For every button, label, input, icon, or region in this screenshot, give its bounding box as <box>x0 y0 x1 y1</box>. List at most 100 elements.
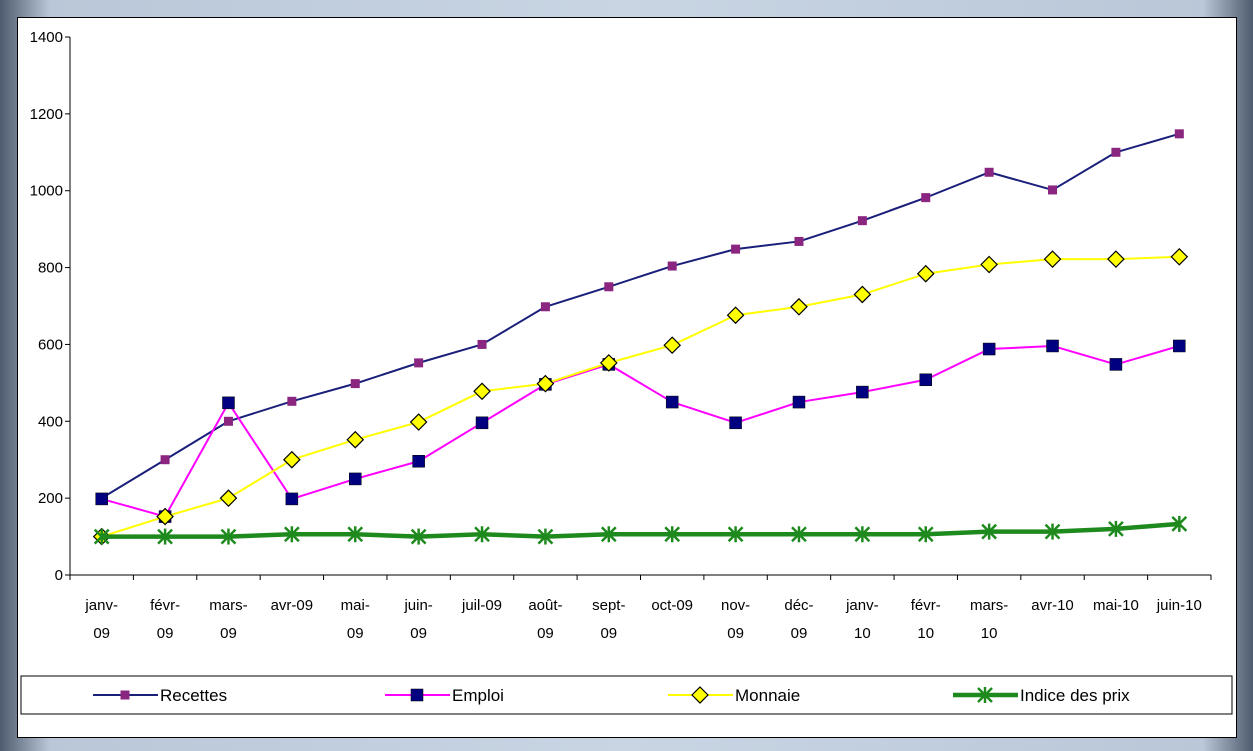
x-tick-label-line: oct-09 <box>651 597 693 614</box>
data-point <box>1111 147 1121 157</box>
data-point <box>792 395 806 409</box>
data-point <box>350 379 360 389</box>
data-point <box>981 523 998 540</box>
y-tick-label: 1200 <box>30 106 63 123</box>
data-point <box>414 358 424 368</box>
data-point <box>916 264 935 283</box>
data-point <box>1174 129 1184 139</box>
x-tick-label-line: 09 <box>600 625 617 642</box>
series-line <box>101 255 1180 538</box>
x-tick-label: mars- 10 <box>970 597 1008 642</box>
data-point <box>409 413 428 431</box>
data-point <box>1048 185 1058 195</box>
data-point <box>599 354 618 372</box>
data-point <box>349 472 362 486</box>
series-line <box>101 132 1180 499</box>
x-tick-label-line: févr- <box>911 597 941 614</box>
data-point <box>604 282 614 292</box>
data-point <box>473 382 491 401</box>
x-tick-label-line: 09 <box>220 625 237 642</box>
y-tick-label: 200 <box>38 490 63 507</box>
data-point <box>977 687 993 703</box>
data-point <box>790 297 808 316</box>
legend-box <box>20 675 1233 715</box>
x-tick-label-line: 09 <box>410 625 427 642</box>
x-tick-label-line: avr-10 <box>1031 597 1074 614</box>
line-chart: 0200400600800100012001400janv-09févr-09m… <box>20 29 1233 715</box>
data-point <box>1107 250 1125 268</box>
data-point <box>347 526 364 543</box>
data-point <box>283 526 300 543</box>
x-tick-label-line: juil-09 <box>461 597 502 614</box>
x-tick-label-line: avr-09 <box>271 597 314 614</box>
x-tick-label: juin- 09 <box>403 597 432 642</box>
x-tick-label: nov- 09 <box>721 597 750 642</box>
x-tick-label: avr-10 <box>1031 597 1074 614</box>
x-tick-label: mars- 09 <box>209 597 247 642</box>
x-tick-label: févr- 09 <box>150 597 180 642</box>
data-point <box>536 374 555 393</box>
data-point <box>980 255 998 274</box>
data-point <box>156 507 174 526</box>
data-point <box>346 430 365 449</box>
data-point <box>691 686 709 704</box>
x-tick-label-line: janv- <box>845 597 879 614</box>
x-tick-label-line: mars- <box>970 597 1008 614</box>
x-tick-label: janv- 10 <box>845 597 879 642</box>
legend-item: Emploi <box>385 686 504 705</box>
data-point <box>1173 339 1186 353</box>
data-point <box>921 193 931 203</box>
x-tick-label: déc- 09 <box>784 597 813 642</box>
x-tick-label-line: févr- <box>150 597 180 614</box>
data-point <box>791 526 807 543</box>
data-point <box>726 306 745 325</box>
data-point <box>919 373 932 387</box>
x-tick-label-line: 09 <box>93 625 110 642</box>
data-point <box>853 285 872 304</box>
data-point <box>854 526 871 543</box>
legend-label: Indice des prix <box>1020 686 1130 705</box>
data-point <box>1044 523 1061 540</box>
data-point <box>285 492 299 506</box>
series-line <box>101 344 1180 518</box>
x-tick-label-line: juin-10 <box>1156 597 1202 614</box>
data-point <box>794 236 804 246</box>
data-point <box>1171 515 1188 532</box>
legend-item: Indice des prix <box>953 686 1130 705</box>
data-point <box>1170 247 1189 266</box>
data-point <box>95 492 108 506</box>
data-point <box>727 526 744 543</box>
legend: Recettes Emploi Monnaie Indice des prix <box>20 675 1233 715</box>
data-point <box>984 167 994 177</box>
data-point <box>93 528 110 545</box>
data-point <box>474 526 490 543</box>
y-tick-label: 800 <box>38 260 63 277</box>
series-layer <box>92 129 1189 546</box>
x-tick-label: avr-09 <box>271 597 314 614</box>
x-tick-label-line: juin- <box>403 597 432 614</box>
data-point <box>412 455 425 468</box>
x-tick-label: janv- 09 <box>84 597 118 642</box>
x-tick-label-line: sept- <box>592 597 625 614</box>
axes: 0200400600800100012001400janv-09févr-09m… <box>30 29 1212 642</box>
legend-label: Monnaie <box>735 686 800 705</box>
data-point <box>222 396 235 410</box>
data-point <box>157 528 173 545</box>
data-point <box>120 690 130 700</box>
data-point <box>982 342 996 356</box>
data-point <box>665 395 679 409</box>
data-point <box>1108 520 1124 537</box>
data-point <box>664 526 681 543</box>
x-tick-label: mai- 09 <box>341 597 370 642</box>
x-tick-label-line: janv- <box>84 597 118 614</box>
x-tick-label-line: 09 <box>347 625 364 642</box>
x-tick-label-line: 09 <box>727 625 744 642</box>
x-tick-label-line: 09 <box>791 625 808 642</box>
y-tick-label: 0 <box>55 567 63 584</box>
x-tick-label-line: nov- <box>721 597 750 614</box>
data-point <box>856 385 869 399</box>
data-point <box>287 396 297 406</box>
data-point <box>663 336 682 355</box>
data-point <box>540 302 550 312</box>
data-point <box>600 526 617 543</box>
